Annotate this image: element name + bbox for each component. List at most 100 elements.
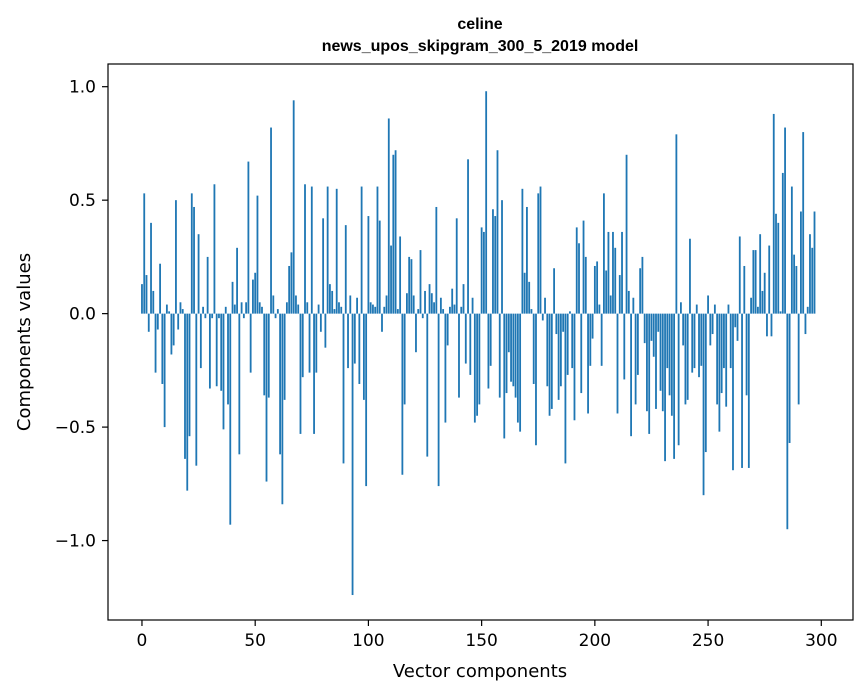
bar [657, 313, 660, 332]
bar [743, 265, 746, 314]
bar [729, 313, 732, 369]
bar [301, 313, 304, 378]
bar [598, 304, 601, 314]
bar [732, 313, 734, 471]
plot-frame [107, 63, 854, 621]
bar [444, 313, 447, 423]
bar [593, 265, 596, 314]
bar [195, 313, 198, 466]
bar [383, 306, 386, 314]
bar [779, 311, 782, 314]
bar [261, 306, 263, 314]
bar [507, 313, 510, 353]
bar [691, 313, 694, 373]
bar [344, 225, 347, 314]
bar [603, 193, 605, 314]
bar [564, 313, 567, 464]
bar [639, 268, 642, 314]
bar [582, 220, 585, 314]
bar [165, 304, 168, 314]
bar [181, 309, 184, 314]
bar [211, 313, 214, 319]
bar [641, 256, 644, 314]
bar [349, 295, 352, 314]
bar [188, 313, 191, 437]
bar [770, 313, 773, 337]
bar [659, 313, 662, 391]
x-tick-label: 150 [465, 631, 497, 651]
bar [428, 284, 431, 314]
bar [745, 313, 748, 396]
bar [632, 297, 635, 314]
bar [467, 159, 469, 314]
bar [720, 313, 723, 394]
y-axis-label: Components values [14, 253, 35, 431]
bar [800, 211, 802, 314]
bar [793, 254, 796, 314]
bar [338, 302, 340, 314]
bar [623, 313, 626, 380]
bar [802, 132, 805, 314]
bar [360, 186, 363, 314]
bar [573, 313, 576, 421]
bar [664, 313, 666, 462]
bar [378, 220, 381, 314]
bar [442, 309, 445, 314]
bar [141, 284, 143, 314]
bar [784, 127, 786, 314]
bar [313, 313, 315, 434]
x-tick-label: 200 [579, 631, 611, 651]
bar [777, 222, 780, 314]
x-axis: 0 50 100 150 200 250 300 [137, 620, 838, 651]
bar [172, 313, 175, 346]
bar [446, 313, 449, 346]
bar [811, 247, 814, 314]
bar [550, 313, 553, 409]
bar [600, 313, 603, 366]
bar [351, 313, 354, 596]
bar [752, 250, 755, 314]
bar [288, 265, 291, 314]
bar [145, 275, 148, 314]
bar [150, 222, 152, 314]
bar [535, 313, 537, 446]
bar [546, 313, 549, 387]
bar [480, 227, 483, 314]
bar [236, 247, 238, 314]
bar [369, 302, 372, 314]
x-tick-label: 50 [244, 631, 266, 651]
bar [727, 304, 730, 314]
bar [154, 313, 157, 373]
bar [283, 313, 286, 400]
bar [335, 188, 338, 314]
bar [256, 195, 259, 314]
bar [390, 245, 392, 314]
bar [240, 302, 243, 314]
bar [682, 313, 685, 346]
bar [695, 304, 698, 314]
bar [569, 311, 571, 314]
bar [723, 313, 725, 369]
bar [666, 313, 669, 369]
bar [285, 302, 288, 314]
bar [392, 154, 395, 314]
bar [202, 306, 205, 314]
bar [544, 297, 546, 314]
bar [306, 302, 309, 314]
bar [501, 200, 503, 314]
bar [381, 313, 383, 332]
bar [460, 306, 463, 314]
bar [487, 313, 490, 389]
bar [768, 245, 771, 314]
bar [193, 206, 195, 314]
bar [267, 313, 270, 398]
bar [478, 313, 481, 405]
bar [813, 211, 816, 314]
bar [199, 313, 202, 369]
bar [661, 313, 664, 412]
bar [738, 236, 741, 314]
bar [376, 186, 379, 314]
bar [222, 313, 225, 430]
x-tick-label: 250 [692, 631, 724, 651]
bar [399, 236, 402, 314]
